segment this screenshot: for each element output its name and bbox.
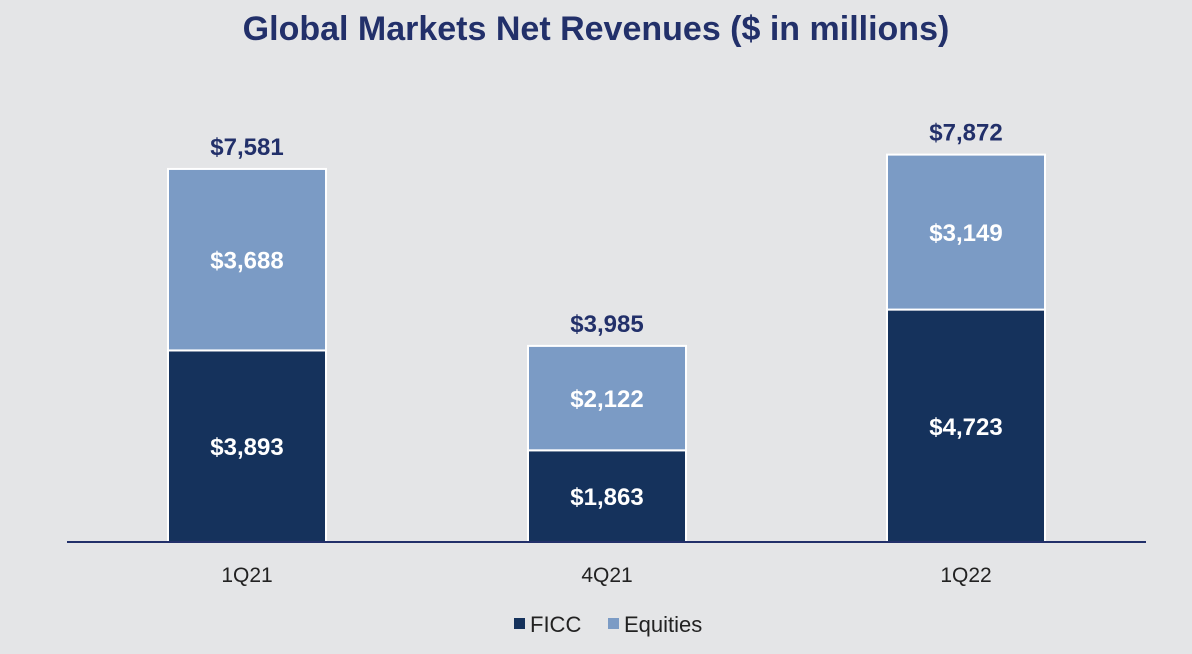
x-tick-label-4q21: 4Q21 [581, 564, 632, 587]
legend: FICC Equities [514, 612, 702, 637]
legend-label-equities: Equities [624, 612, 702, 637]
bar-ficc-1q21 [167, 349, 327, 543]
labels-layer: $3,893 $3,688 $7,581 $1,863 $2,122 $3,985 $4,7… [210, 120, 1002, 512]
total-label-4q21: $3,985 [570, 311, 643, 338]
legend-swatch-ficc [514, 618, 525, 629]
legend-label-ficc: FICC [530, 612, 581, 637]
x-tick-label-1q21: 1Q21 [221, 564, 272, 587]
bar-equities-4q21 [527, 344, 687, 452]
data-label-ficc-1q22: $4,723 [929, 414, 1002, 441]
bars-layer [167, 153, 1046, 544]
total-label-1q21: $7,581 [210, 134, 283, 161]
chart-title: Global Markets Net Revenues ($ in millio… [242, 10, 950, 48]
category-labels: 1Q21 4Q21 1Q22 [221, 564, 991, 587]
data-label-equities-1q22: $3,149 [929, 220, 1002, 247]
bar-equities-1q21 [167, 167, 327, 352]
data-label-equities-1q21: $3,688 [210, 248, 283, 275]
legend-swatch-equities [608, 618, 619, 629]
bar-ficc-4q21 [527, 449, 687, 544]
data-label-ficc-1q21: $3,893 [210, 434, 283, 461]
bar-equities-1q22 [886, 153, 1046, 311]
x-tick-label-1q22: 1Q22 [940, 564, 991, 587]
total-label-1q22: $7,872 [929, 120, 1002, 147]
data-label-ficc-4q21: $1,863 [570, 484, 643, 511]
data-label-equities-4q21: $2,122 [570, 386, 643, 413]
